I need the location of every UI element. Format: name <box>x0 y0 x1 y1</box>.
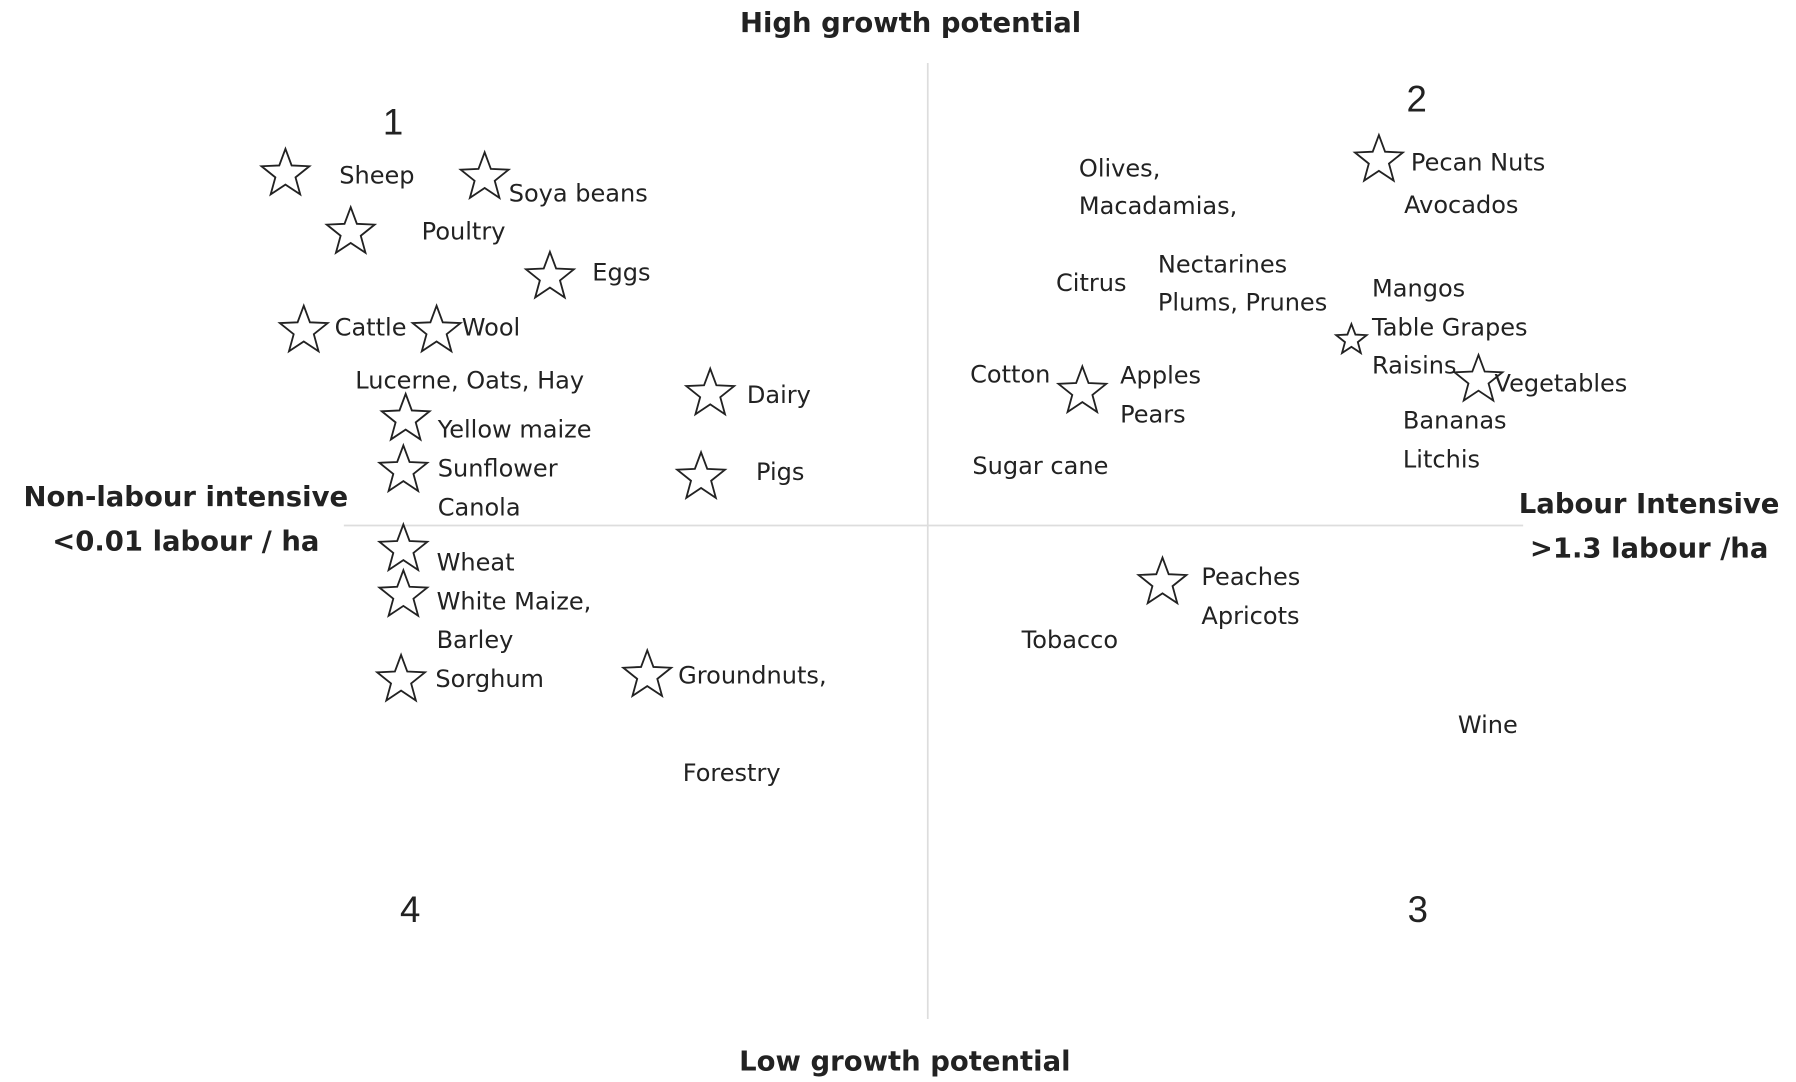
star <box>683 366 737 417</box>
axis-bottom: Low growth potential <box>739 1047 1070 1078</box>
star <box>376 521 430 573</box>
star <box>620 647 674 699</box>
crop-label: Tobacco <box>1021 626 1118 654</box>
crop-label: Mangos <box>1372 275 1465 303</box>
axis-left: Non-labour intensive <box>24 482 349 513</box>
crop-label: Pigs <box>756 458 804 486</box>
star <box>674 449 728 500</box>
crop-label: Eggs <box>592 259 650 287</box>
axis-top: High growth potential <box>740 8 1081 39</box>
crop-label: Cotton <box>970 361 1050 389</box>
star <box>379 391 433 442</box>
crop-label: Sorghum <box>435 665 544 693</box>
star <box>458 149 512 200</box>
crop-label: Sunflower <box>438 454 558 482</box>
crop-label: Yellow maize <box>437 416 592 444</box>
crop-label: Groundnuts, <box>678 662 826 690</box>
star <box>1055 363 1109 415</box>
crop-label: Soya beans <box>509 180 648 208</box>
star <box>324 204 378 255</box>
crop-label: Cattle <box>335 314 407 342</box>
axis-left: <0.01 labour / ha <box>52 527 319 558</box>
crop-label: Pears <box>1120 401 1186 429</box>
star <box>259 146 312 197</box>
star <box>1352 132 1406 183</box>
crop-label: Wine <box>1458 711 1518 739</box>
quadrant-number: 4 <box>400 889 420 930</box>
crop-label: Canola <box>438 493 521 521</box>
crop-label: Sheep <box>339 161 414 189</box>
crop-label: Avocados <box>1404 191 1518 219</box>
axis-right: Labour Intensive <box>1519 489 1780 520</box>
crop-label: Peaches <box>1201 563 1300 591</box>
crop-label: Forestry <box>683 759 781 787</box>
star <box>410 303 463 354</box>
crop-label: Litchis <box>1403 445 1480 473</box>
crop-label: Wheat <box>437 548 515 576</box>
crop-label: Barley <box>437 626 514 654</box>
crop-label: Plums, Prunes <box>1158 288 1327 316</box>
quadrant-number: 2 <box>1406 79 1426 120</box>
crop-label: Pecan Nuts <box>1411 149 1545 177</box>
crop-label: Bananas <box>1403 406 1507 434</box>
crop-label: Apples <box>1120 362 1201 390</box>
crop-label: Olives, <box>1079 154 1160 182</box>
star <box>523 249 577 300</box>
crop-label: White Maize, <box>437 587 592 615</box>
crop-label: Sugar cane <box>972 452 1108 480</box>
crop-label: Raisins <box>1372 351 1457 379</box>
star <box>1136 554 1189 606</box>
crop-label: Dairy <box>747 381 811 409</box>
crop-label: Wool <box>462 314 520 342</box>
star <box>374 652 428 703</box>
star <box>376 567 430 618</box>
star <box>1333 321 1370 356</box>
crop-label: Lucerne, Oats, Hay <box>355 366 584 394</box>
quadrant-number: 3 <box>1408 889 1428 930</box>
crop-label: Nectarines <box>1158 251 1287 279</box>
crop-label: Apricots <box>1201 602 1299 630</box>
quadrant-number: 1 <box>383 101 403 142</box>
crop-label: Vegetables <box>1495 370 1628 398</box>
star <box>1452 352 1505 403</box>
crop-label: Citrus <box>1056 269 1127 297</box>
crop-label: Macadamias, <box>1079 192 1237 220</box>
crop-label: Poultry <box>422 217 506 245</box>
star <box>277 303 331 354</box>
axis-right: >1.3 labour /ha <box>1530 534 1769 565</box>
crop-label: Table Grapes <box>1371 314 1528 342</box>
star <box>376 442 430 494</box>
